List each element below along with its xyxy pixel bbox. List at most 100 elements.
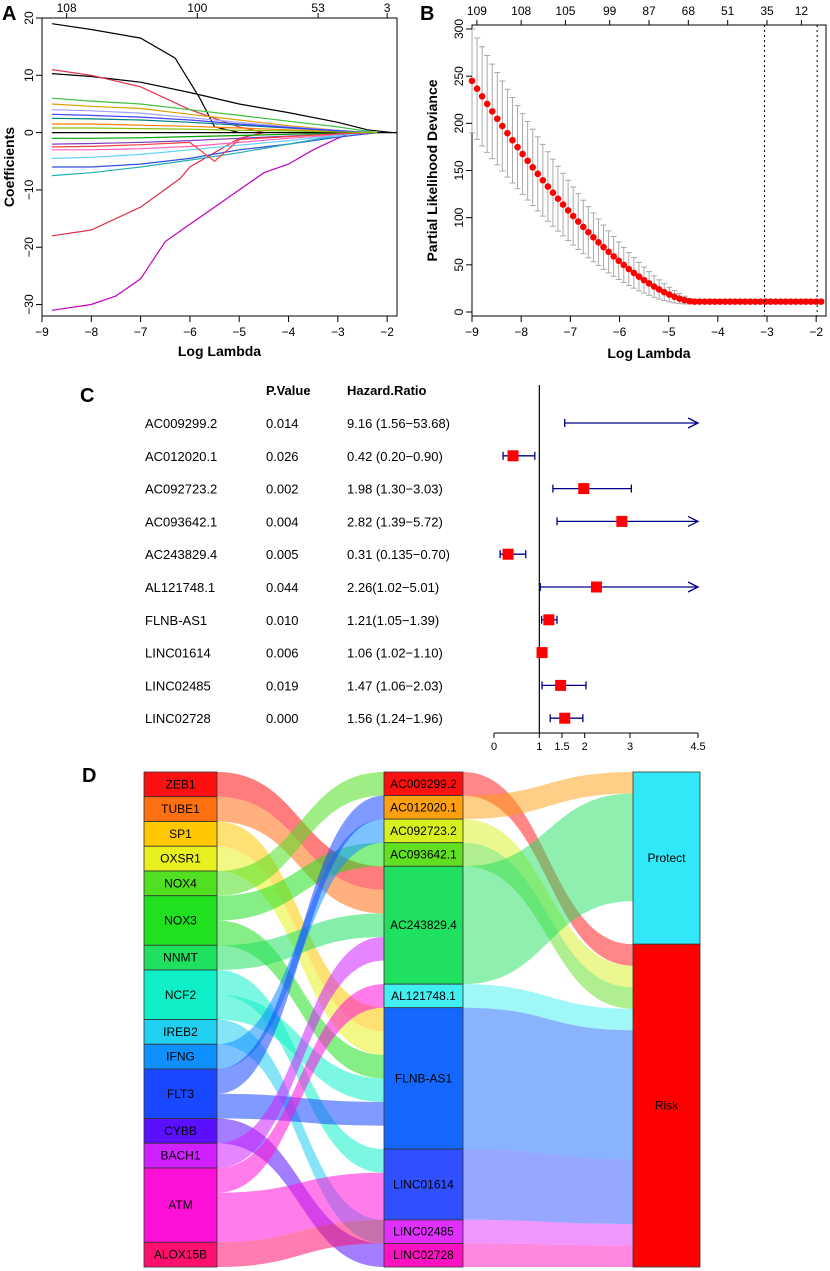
deviance-point [736,298,744,305]
coef-path-2 [51,73,393,134]
sankey-ribbon [217,795,384,1094]
row-pvalue: 0.044 [266,580,299,595]
hr-box [502,548,514,560]
deviance-point [473,85,481,92]
deviance-point [605,248,612,256]
deviance-point [610,253,617,260]
y-tick-label: 200 [452,113,466,133]
deviance-point [772,298,779,305]
gene-node [143,1043,218,1070]
lncrna-node [383,865,464,985]
row-hr: 0.42 (0.20−0.90) [347,449,443,464]
outcome-node [632,771,701,945]
lncrna-label: FLNB-AS1 [395,1071,453,1085]
lncrna-label: AC243829.4 [390,918,457,932]
x-tick-label: 4.5 [690,741,705,753]
deviance-point [676,295,683,302]
hr-box [555,679,567,691]
gene-label: TUBE1 [161,802,200,816]
deviance-point [696,298,703,305]
panel-d-sankey: ZEB1 TUBE1 SP1 OXSR1 NOX4 NOX3 NNMT NCF2 IREB2 IF… [143,771,701,1268]
y-tick-label: 0 [452,308,466,315]
deviance-point [757,298,764,305]
hr-box [578,483,590,495]
gene-node [143,1241,218,1268]
hr-box [590,581,602,593]
ci-arrow [687,581,700,593]
deviance-point [569,212,577,220]
row-pvalue: 0.019 [266,678,299,693]
lncrna-node [383,1243,464,1268]
panel-label-c: C [80,385,94,407]
sankey-ribbon [217,1172,384,1243]
deviance-point [812,298,820,305]
row-name: LINC02728 [145,711,211,726]
x-tick-label: −5 [662,325,676,339]
row-hr: 1.06 (1.02−1.10) [347,646,443,661]
lncrna-label: AC009299.2 [390,777,457,791]
gene-label: ATM [168,1198,192,1212]
y-tick-label: 250 [452,66,466,86]
coef-path-12 [51,132,368,159]
row-name: AL121748.1 [145,580,215,595]
sankey-ribbon [217,796,384,914]
deviance-point [595,239,602,246]
x-tick-label: −8 [84,325,98,339]
row-pvalue: 0.014 [266,416,299,431]
x-tick-label: −4 [282,325,296,339]
sankey-ribbon [217,772,384,896]
top-tick-label: 53 [311,1,325,15]
gene-node [143,1118,218,1144]
deviance-point [585,228,592,236]
deviance-point [762,298,769,305]
deviance-point [671,293,678,301]
deviance-point [777,298,784,305]
coef-path-11 [51,132,373,151]
lncrna-node [383,1148,464,1221]
lncrna-label: AC012020.1 [390,800,457,814]
top-tick-label: 3 [384,1,391,15]
deviance-point [539,176,547,184]
deviance-point [752,298,759,305]
col-header-pvalue: P.Value [266,383,311,398]
y-tick-label: 0 [22,129,36,136]
gene-label: IFNG [166,1050,195,1064]
deviance-point [782,298,789,305]
row-name: LINC02485 [145,678,211,693]
gene-label: NNMT [163,951,198,965]
outcome-node [632,943,701,1268]
lncrna-node [383,1007,464,1150]
x-tick-label: −7 [563,325,577,339]
deviance-point [681,296,688,304]
plot-frame [41,17,398,317]
sankey-ribbon [217,1093,384,1126]
row-name: AC093642.1 [145,514,217,529]
sankey-ribbon [463,1243,633,1267]
gene-node [143,1167,218,1243]
deviance-point [797,298,805,305]
deviance-point [807,298,815,305]
row-pvalue: 0.010 [266,613,299,628]
row-hr: 1.98 (1.30−3.03) [347,482,443,497]
sankey-ribbon [217,984,384,1193]
x-tick-label: 1.5 [554,741,569,753]
hr-box [559,712,571,724]
deviance-point [468,77,476,85]
x-tick-label: −9 [465,325,479,339]
top-tick-label: 100 [187,1,207,15]
deviance-point [726,298,734,305]
deviance-point [767,298,774,305]
ci-arrow [687,515,700,527]
row-hr: 0.31 (0.135−0.70) [347,547,450,562]
lncrna-label: LINC02728 [393,1248,454,1262]
y-tick-label: 50 [452,258,466,272]
deviance-point [600,243,607,251]
deviance-point [817,298,825,305]
top-tick-label: 99 [603,4,617,18]
deviance-point [534,170,542,178]
gene-label: SP1 [169,827,192,841]
hr-box [543,614,555,626]
x-axis-title: Log Lambda [607,345,690,361]
gene-node [143,969,218,1020]
